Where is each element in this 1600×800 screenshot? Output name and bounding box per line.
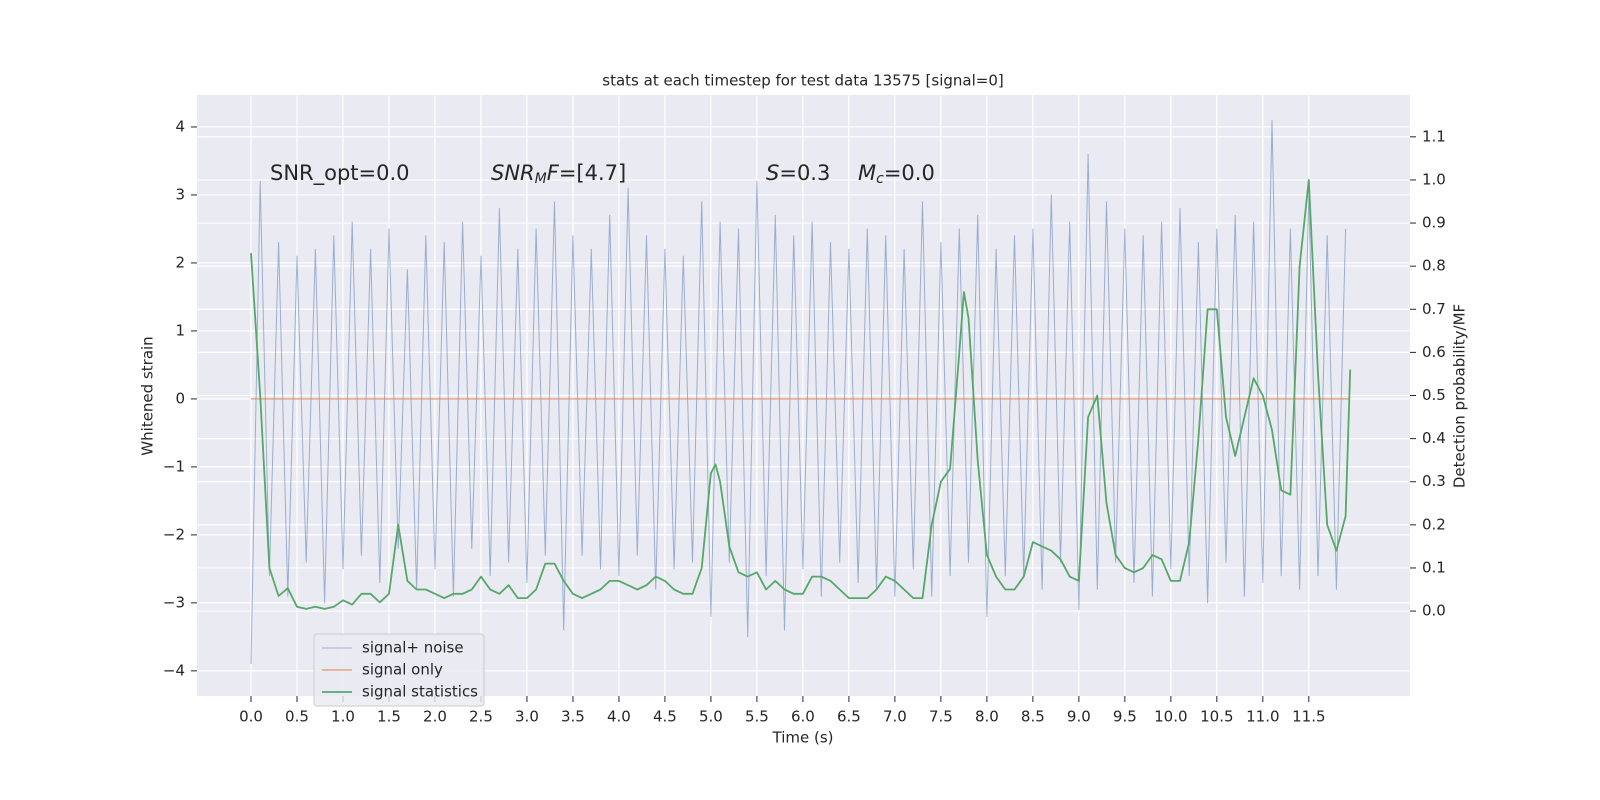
- y2-tick-label: 0.1: [1422, 558, 1446, 576]
- y-tick-label: −3: [163, 593, 185, 611]
- x-tick-label: 10.5: [1200, 708, 1233, 726]
- y-tick-label: 0: [175, 389, 185, 407]
- y-tick-label: −2: [163, 525, 185, 543]
- x-tick-label: 11.5: [1292, 708, 1325, 726]
- x-tick-label: 0.5: [285, 708, 309, 726]
- y2-tick-label: 0.4: [1422, 429, 1446, 447]
- x-axis-label: Time (s): [772, 729, 834, 747]
- y2-axis-label: Detection probability/MF: [1451, 304, 1469, 488]
- x-tick-label: 9.5: [1113, 708, 1137, 726]
- x-tick-label: 5.5: [745, 708, 769, 726]
- x-tick-label: 2.0: [423, 708, 447, 726]
- x-tick-label: 0.0: [239, 708, 263, 726]
- annotation: S=0.3: [766, 161, 830, 185]
- y-tick-label: −4: [163, 661, 185, 679]
- y2-tick-label: 0.7: [1422, 300, 1446, 318]
- y-tick-label: 4: [175, 117, 185, 135]
- y-tick-label: 3: [175, 185, 185, 203]
- x-tick-label: 1.5: [377, 708, 401, 726]
- y2-tick-label: 0.5: [1422, 386, 1446, 404]
- y-tick-label: 2: [175, 253, 185, 271]
- x-tick-label: 8.5: [1021, 708, 1045, 726]
- annotation: SNR_opt=0.0: [270, 161, 410, 186]
- x-tick-label: 6.5: [837, 708, 861, 726]
- y2-tick-label: 1.1: [1422, 127, 1446, 145]
- annotation-part: SNR: [491, 161, 535, 185]
- annotation-part: =0.0: [884, 161, 935, 185]
- x-tick-label: 4.5: [653, 708, 677, 726]
- legend-label: signal only: [362, 661, 443, 679]
- y-tick-label: −1: [163, 457, 185, 475]
- x-tick-label: 6.0: [791, 708, 815, 726]
- annotation-part: SNR_opt=0.0: [270, 161, 410, 186]
- annotation-part: =[4.7]: [559, 161, 626, 185]
- y2-tick-label: 1.0: [1422, 170, 1446, 188]
- series-line: [250, 119, 1347, 665]
- legend-box: [313, 633, 485, 707]
- y2-tick-label: 0.6: [1422, 343, 1446, 361]
- x-tick-label: 11.0: [1246, 708, 1279, 726]
- annotation: Mc=0.0: [858, 161, 935, 187]
- annotation-part: M: [535, 171, 547, 187]
- y2-tick-label: 0.0: [1422, 602, 1446, 620]
- x-tick-label: 1.0: [331, 708, 355, 726]
- annotation-part: =0.3: [779, 161, 830, 185]
- chart-title: stats at each timestep for test data 135…: [602, 72, 1003, 90]
- annotation-part: c: [876, 171, 884, 187]
- x-tick-label: 10.0: [1154, 708, 1187, 726]
- annotation-part: S: [766, 161, 779, 185]
- annotation: SNRMF=[4.7]: [491, 161, 626, 187]
- x-tick-label: 3.5: [561, 708, 585, 726]
- x-tick-label: 9.0: [1067, 708, 1091, 726]
- legend-label: signal statistics: [362, 683, 478, 701]
- y-tick-label: 1: [175, 321, 185, 339]
- x-tick-label: 7.5: [929, 708, 953, 726]
- y2-tick-label: 0.3: [1422, 472, 1446, 490]
- annotation-part: F: [547, 161, 560, 185]
- y-axis-label: Whitened strain: [139, 336, 157, 455]
- x-tick-label: 4.0: [607, 708, 631, 726]
- x-tick-label: 3.0: [515, 708, 539, 726]
- y2-tick-label: 0.9: [1422, 214, 1446, 232]
- y2-tick-label: 0.2: [1422, 515, 1446, 533]
- x-tick-label: 5.0: [699, 708, 723, 726]
- x-tick-label: 7.0: [883, 708, 907, 726]
- y2-tick-label: 0.8: [1422, 257, 1446, 275]
- x-tick-label: 8.0: [975, 708, 999, 726]
- x-tick-label: 2.5: [469, 708, 493, 726]
- series-line: [250, 179, 1352, 610]
- annotation-part: M: [858, 161, 876, 185]
- legend-label: signal+ noise: [362, 639, 464, 657]
